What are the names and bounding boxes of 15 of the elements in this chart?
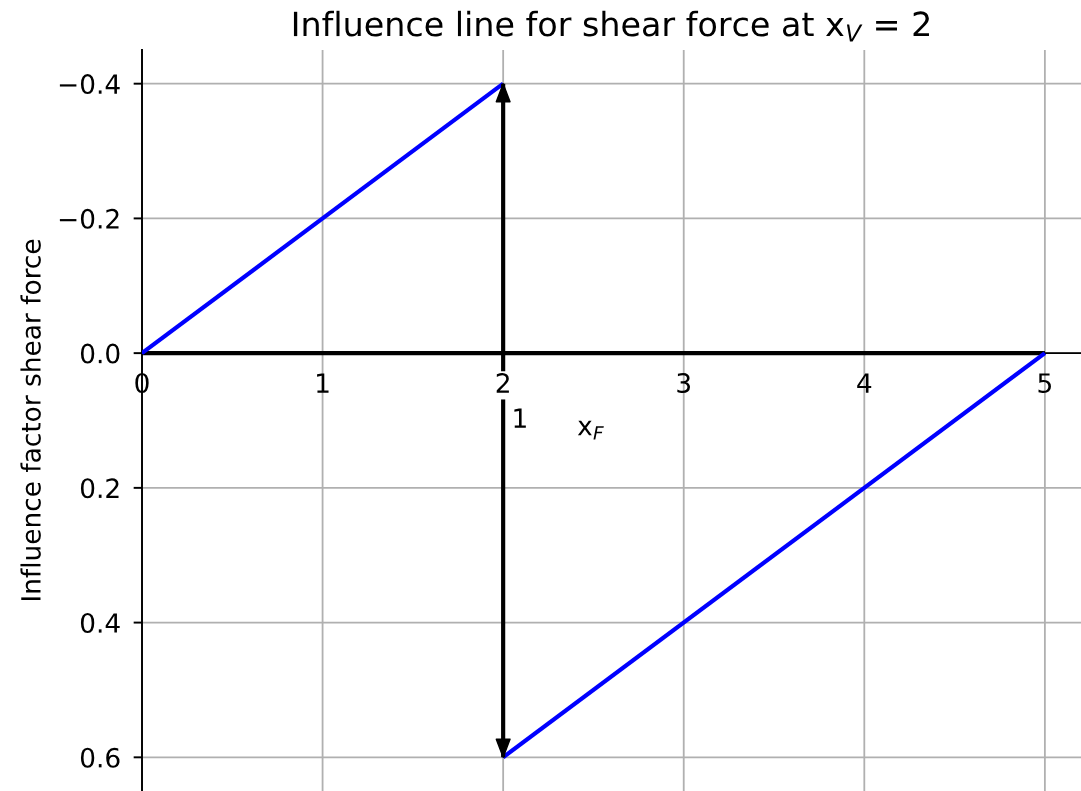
annotation: 1 — [514, 408, 526, 428]
y-tick-label: −0.4 — [59, 74, 120, 95]
x-tick-label: 2 — [496, 373, 509, 393]
x-tick-label: 4 — [857, 373, 872, 393]
x-axis-title: x$_{F}$ — [577, 420, 604, 440]
y-tick-label: −0.2 — [59, 208, 119, 229]
x-tick-label: 3 — [677, 373, 691, 394]
x-tick-label: 5 — [1038, 373, 1051, 394]
y-tick-label: 0.6 — [80, 747, 120, 768]
y-tick-label: 0.2 — [80, 478, 119, 499]
y-tick-label: 0.4 — [80, 613, 120, 633]
y-tick-label: 0.0 — [80, 343, 120, 364]
x-tick-label: 1 — [317, 373, 329, 393]
y-axis-title: Influence factor shear force — [20, 239, 41, 601]
chart-title: Influence line for shear force at x$_{V}$ = 2 — [293, 10, 929, 42]
